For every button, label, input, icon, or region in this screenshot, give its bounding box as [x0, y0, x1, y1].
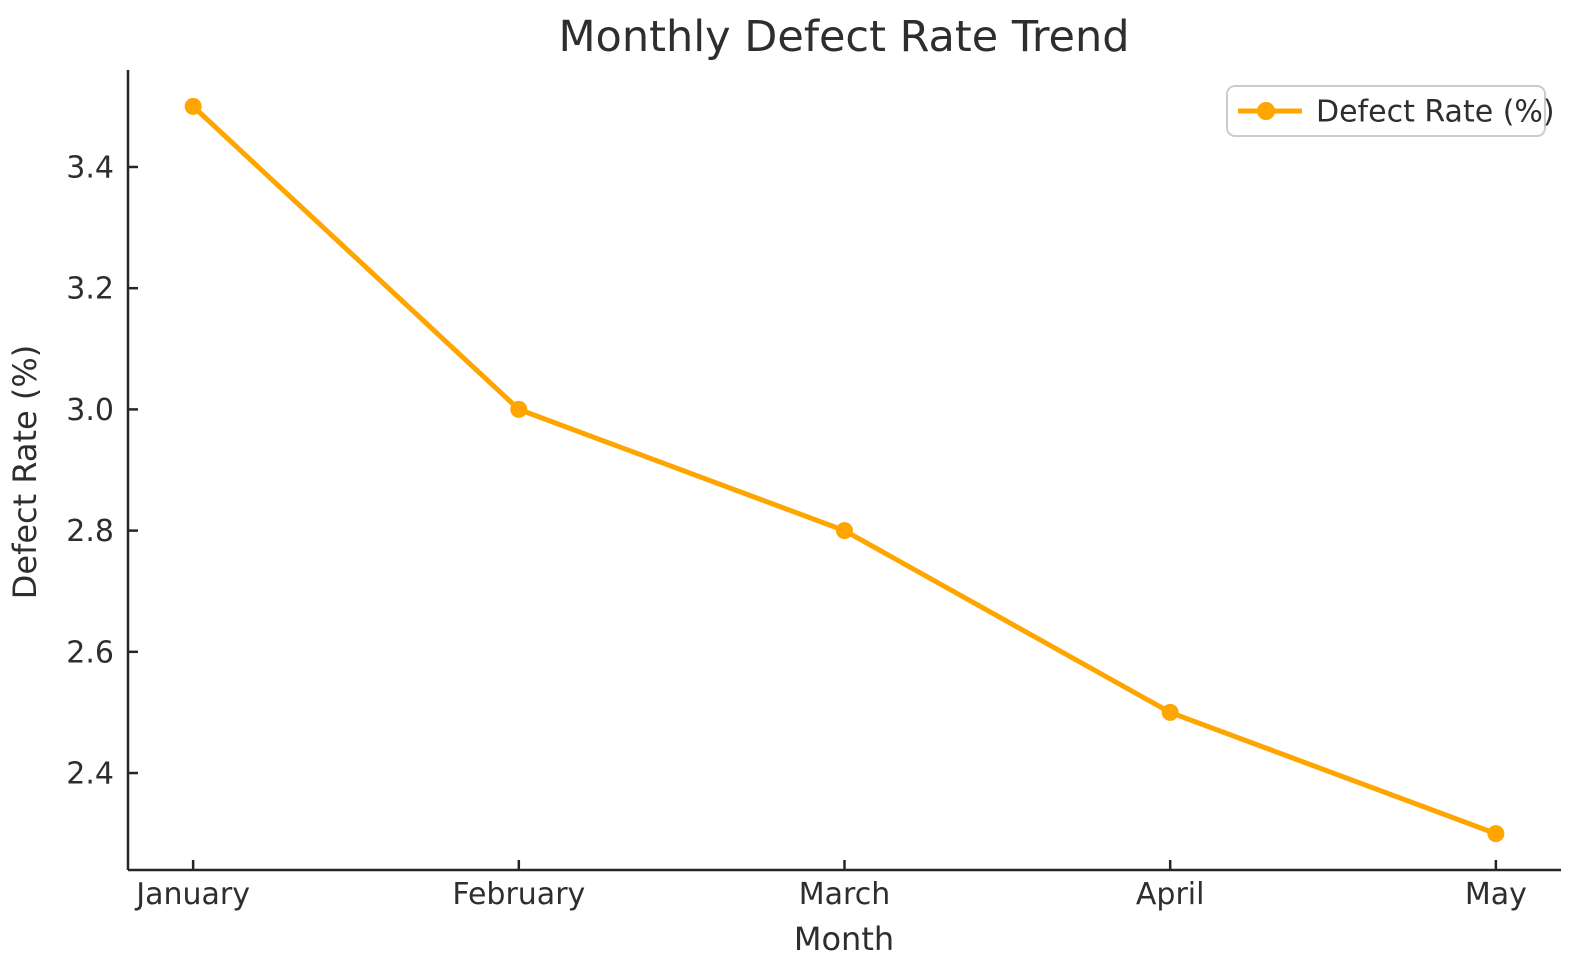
data-point-marker	[510, 400, 528, 418]
y-tick-label: 2.6	[66, 635, 114, 670]
data-point-marker	[1161, 703, 1179, 721]
data-point-marker	[836, 522, 853, 540]
data-point-marker	[184, 97, 202, 115]
y-tick-label: 3.0	[66, 393, 114, 428]
y-tick-label: 3.2	[66, 272, 114, 307]
legend-marker-icon	[1257, 102, 1275, 120]
y-tick-label: 2.4	[66, 757, 114, 792]
x-tick-label: April	[1136, 877, 1205, 912]
legend-entry-label: Defect Rate (%)	[1316, 95, 1555, 130]
x-tick-label: February	[452, 877, 585, 912]
legend: Defect Rate (%)	[1226, 85, 1555, 137]
axis-tick-labels: 3.4 3.2 3.0 2.8 2.6 2.4 January February March Ap…	[66, 150, 1527, 912]
axis-spines	[126, 70, 1561, 872]
x-axis-label: Month	[794, 920, 894, 958]
legend-box	[1226, 85, 1546, 137]
x-tick-label: January	[134, 877, 250, 912]
data-point-marker	[1487, 825, 1505, 843]
x-tick-label: May	[1465, 877, 1527, 912]
series-line	[191, 104, 1497, 836]
x-tick-label: March	[799, 877, 890, 912]
y-axis-label: Defect Rate (%)	[6, 345, 44, 600]
chart-title: Monthly Defect Rate Trend	[558, 12, 1129, 62]
axis-ticks	[128, 165, 1498, 870]
y-tick-label: 3.4	[66, 150, 114, 185]
y-tick-label: 2.8	[66, 514, 114, 549]
data-series	[184, 97, 1505, 843]
